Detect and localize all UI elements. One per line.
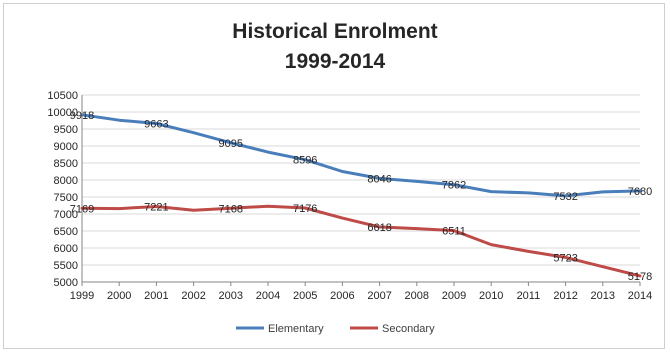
y-tick-label: 10000 xyxy=(47,107,78,119)
x-tick-label: 2012 xyxy=(553,290,577,302)
y-tick-label: 9000 xyxy=(54,141,78,153)
y-tick-label: 7500 xyxy=(54,192,78,204)
y-tick-label: 5500 xyxy=(54,260,78,272)
data-label-secondary: 7169 xyxy=(70,203,94,215)
x-tick-label: 2000 xyxy=(107,290,131,302)
data-label-secondary: 7221 xyxy=(144,201,168,213)
x-tick-label: 2008 xyxy=(405,290,429,302)
chart-title-line-1: Historical Enrolment xyxy=(232,20,437,43)
x-tick-label: 2003 xyxy=(219,290,243,302)
y-tick-label: 8500 xyxy=(54,158,78,170)
x-tick-label: 2001 xyxy=(144,290,168,302)
x-tick-label: 1999 xyxy=(70,290,94,302)
data-label-elementary: 7862 xyxy=(442,180,466,192)
y-tick-label: 5000 xyxy=(54,277,78,289)
data-label-elementary: 8596 xyxy=(293,155,317,167)
data-label-elementary: 7680 xyxy=(628,186,652,198)
data-label-secondary: 6511 xyxy=(442,226,466,238)
data-label-secondary: 7176 xyxy=(293,203,317,215)
data-label-elementary: 9918 xyxy=(70,110,94,122)
series-line-secondary xyxy=(80,204,642,278)
series xyxy=(80,113,642,278)
chart-frame xyxy=(3,3,665,349)
y-tick-label: 8000 xyxy=(54,175,78,187)
axes: 5000 5500 6000 6500 7000 7500 8000 8500 9000 9500… xyxy=(47,90,652,302)
x-tick-label: 2010 xyxy=(479,290,503,302)
data-label-secondary: 6618 xyxy=(367,222,391,234)
y-tick-label: 6000 xyxy=(54,243,78,255)
x-tick-label: 2006 xyxy=(330,290,354,302)
x-tick-label: 2013 xyxy=(591,290,615,302)
data-label-elementary: 7532 xyxy=(553,191,577,203)
y-tick-label: 7000 xyxy=(54,209,78,221)
data-label-secondary: 5178 xyxy=(628,271,652,283)
data-label-elementary: 8046 xyxy=(367,173,391,185)
y-tick-label: 9500 xyxy=(54,124,78,136)
legend: Elementary Secondary xyxy=(236,323,435,335)
x-tick-label: 2007 xyxy=(367,290,391,302)
x-tick-label: 2009 xyxy=(442,290,466,302)
series-line-elementary xyxy=(80,113,642,198)
x-tick-label: 2014 xyxy=(628,290,652,302)
x-tick-label: 2011 xyxy=(517,290,541,302)
x-tick-label: 2002 xyxy=(181,290,205,302)
x-tick-label: 2005 xyxy=(293,290,317,302)
y-tick-label: 10500 xyxy=(47,90,78,102)
chart-title-line-2: 1999-2014 xyxy=(285,50,386,73)
data-label-secondary: 7168 xyxy=(219,203,243,215)
x-tick-label: 2004 xyxy=(256,290,280,302)
legend-label-secondary: Secondary xyxy=(382,323,435,335)
data-labels: 9918 9663 9095 8596 8046 7862 7532 7680 7169 7221… xyxy=(70,110,652,283)
data-label-secondary: 5723 xyxy=(553,252,577,264)
data-label-elementary: 9095 xyxy=(219,138,243,150)
data-label-elementary: 9663 xyxy=(144,118,168,130)
y-tick-label: 6500 xyxy=(54,226,78,238)
legend-label-elementary: Elementary xyxy=(268,323,324,335)
chart-title: Historical Enrolment 1999-2014 xyxy=(232,20,437,73)
